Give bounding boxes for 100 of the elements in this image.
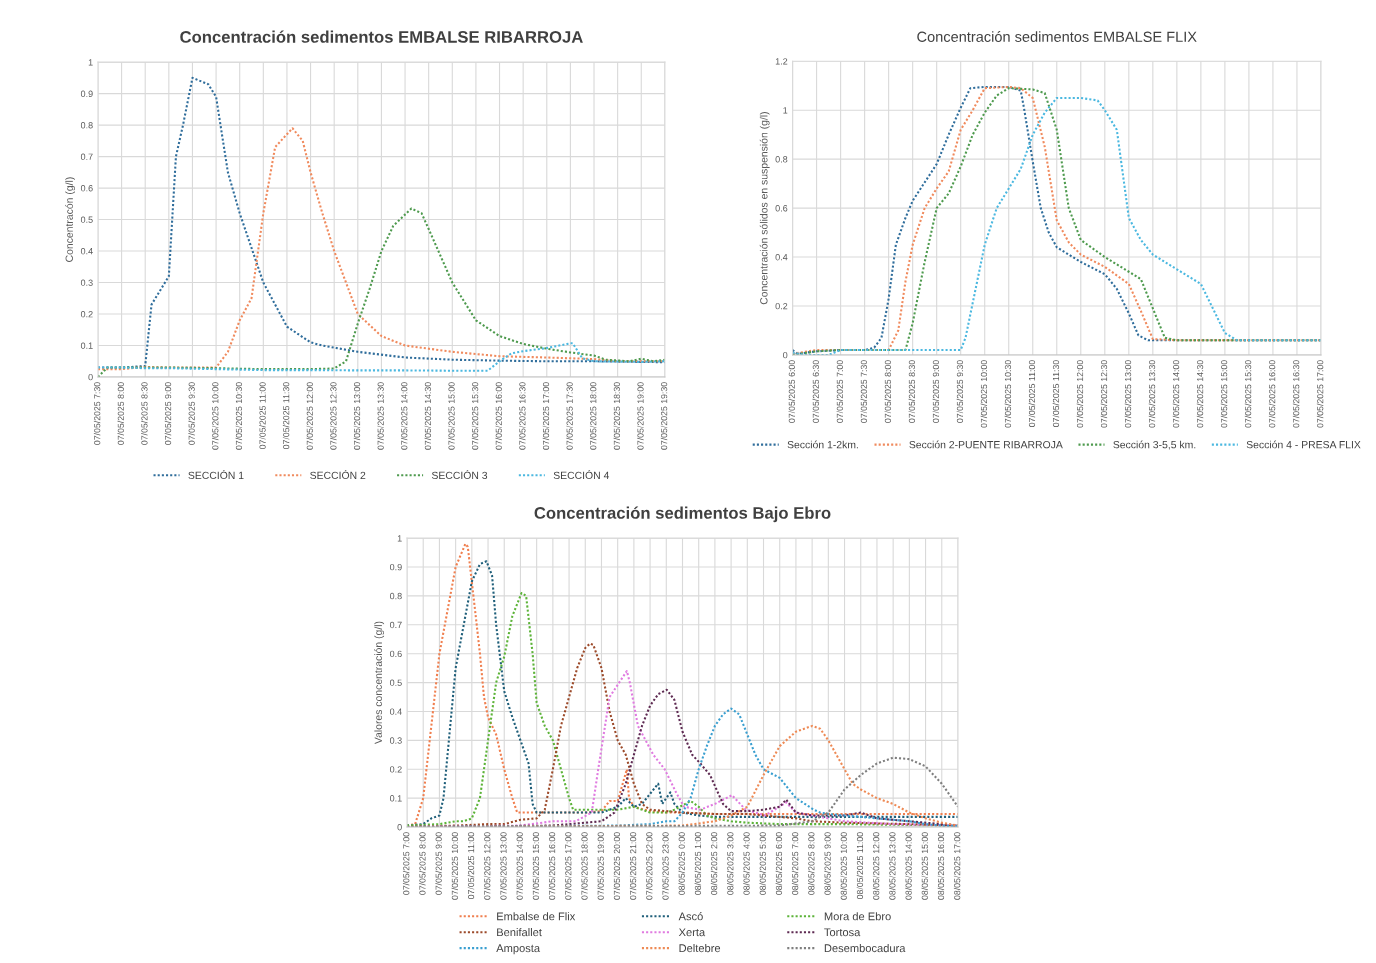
x-tick-label: 07/05/2025 9:00: [164, 382, 172, 445]
x-tick-label: 07/05/2025 18:00: [589, 382, 597, 450]
x-tick-label: 07/05/2025 12:00: [306, 382, 313, 450]
x-tick-label: 07/05/2025 12:30: [330, 382, 337, 450]
x-tick-label: 07/05/2025 22:00: [646, 832, 653, 900]
x-tick-label: 08/05/2025 12:00: [872, 832, 880, 900]
y-tick-label: 0.9: [80, 90, 93, 97]
x-tick-label: 07/05/2025 17:00: [564, 832, 572, 900]
y-tick-label: 0.1: [80, 342, 93, 349]
x-tick-label: 07/05/2025 11:30: [282, 382, 290, 449]
legend-label: Ascó: [678, 912, 703, 921]
x-tick-label: 07/05/2025 11:30: [1052, 360, 1060, 427]
x-tick-label: 07/05/2025 15:00: [1220, 360, 1228, 428]
x-tick-label: 07/05/2025 21:00: [629, 832, 637, 900]
x-tick-label: 07/05/2025 16:00: [548, 832, 556, 900]
x-tick-label: 08/05/2025 10:00: [840, 832, 847, 900]
legend-label: Benifallet: [497, 928, 542, 937]
line-series: [97, 342, 665, 372]
y-axis-title: Valores concentración (g/l): [374, 621, 385, 745]
x-tick-label: 07/05/2025 15:30: [471, 382, 479, 450]
x-tick-label: 07/05/2025 8:00: [884, 360, 891, 423]
x-tick-label: 07/05/2025 8:00: [419, 832, 426, 895]
legend-label: Desembocadura: [824, 943, 906, 953]
y-tick-label: 0: [88, 373, 93, 381]
y-tick-label: 0.8: [775, 156, 788, 163]
legend-label: Sección 1-2km.: [787, 440, 858, 449]
x-tick-label: 07/05/2025 6:00: [788, 360, 795, 423]
x-tick-label: 08/05/2025 11:00: [856, 832, 864, 900]
x-tick-label: 07/05/2025 11:00: [467, 832, 475, 900]
y-tick-label: 0.8: [389, 592, 402, 600]
x-tick-label: 08/05/2025 0:00: [678, 832, 685, 895]
x-tick-label: 08/05/2025 15:00: [921, 832, 928, 900]
y-tick-label: 0.2: [80, 311, 93, 318]
x-tick-label: 07/05/2025 16:00: [495, 382, 502, 450]
y-tick-label: 0.3: [80, 279, 93, 286]
x-tick-label: 07/05/2025 14:30: [424, 382, 432, 450]
x-tick-label: 07/05/2025 23:00: [662, 832, 669, 900]
x-tick-label: 07/05/2025 11:00: [1028, 360, 1036, 427]
y-tick-label: 0.2: [775, 302, 788, 310]
x-tick-label: 08/05/2025 1:00: [694, 832, 702, 895]
x-tick-label: 07/05/2025 9:00: [932, 360, 940, 423]
x-tick-label: 07/05/2025 12:30: [1100, 360, 1108, 428]
x-tick-label: 07/05/2025 9:30: [188, 382, 195, 445]
y-axis-title: Concentracón (g/l): [65, 177, 76, 262]
legend-label: Xerta: [678, 928, 706, 937]
x-tick-label: 07/05/2025 7:00: [402, 832, 410, 895]
x-tick-label: 08/05/2025 3:00: [727, 832, 734, 895]
line-series: [97, 127, 665, 371]
y-tick-label: 0.5: [80, 216, 93, 223]
legend-label: SECCIÓN 1: [188, 469, 244, 480]
legend-label: SECCIÓN 3: [431, 469, 488, 480]
x-tick-label: 07/05/2025 17:00: [542, 382, 550, 450]
x-tick-label: 08/05/2025 7:00: [791, 832, 799, 895]
legend-label: Sección 4 - PRESA FLIX: [1246, 440, 1361, 449]
y-tick-label: 0.4: [775, 254, 788, 261]
x-tick-label: 07/05/2025 12:00: [1076, 360, 1084, 428]
legend-label: SECCIÓN 2: [310, 469, 366, 480]
y-tick-label: 0.4: [80, 248, 93, 255]
x-tick-label: 07/05/2025 7:00: [836, 360, 843, 423]
x-tick-label: 08/05/2025 8:00: [808, 832, 815, 895]
x-tick-label: 07/05/2025 7:30: [93, 382, 101, 445]
x-tick-label: 07/05/2025 18:30: [613, 382, 620, 450]
legend-label: Embalse de Flix: [497, 912, 576, 921]
x-tick-label: 07/05/2025 13:00: [353, 382, 361, 450]
y-tick-label: 0.6: [775, 205, 788, 212]
y-tick-label: 0.3: [389, 737, 402, 744]
y-axis-title: Concentración sólidos en suspensión (g/l): [759, 112, 770, 305]
x-tick-label: 07/05/2025 8:30: [141, 382, 148, 445]
y-tick-label: 0.4: [389, 708, 402, 715]
x-tick-label: 07/05/2025 14:00: [516, 832, 523, 900]
y-tick-label: 0.1: [389, 795, 402, 802]
x-tick-label: 07/05/2025 17:00: [1316, 360, 1324, 428]
x-tick-label: 07/05/2025 10:30: [235, 382, 243, 450]
x-tick-label: 07/05/2025 13:30: [377, 382, 384, 450]
x-tick-label: 07/05/2025 9:30: [956, 360, 964, 423]
x-tick-label: 07/05/2025 15:00: [532, 832, 540, 900]
legend-label: Deltebre: [679, 943, 721, 953]
x-tick-label: 07/05/2025 6:30: [812, 360, 819, 423]
x-tick-label: 08/05/2025 4:00: [743, 832, 750, 895]
x-tick-label: 07/05/2025 10:00: [451, 832, 458, 900]
x-tick-label: 07/05/2025 15:30: [1244, 360, 1252, 428]
y-tick-label: 0.8: [80, 122, 93, 129]
y-tick-label: 1: [397, 535, 402, 542]
x-tick-label: 08/05/2025 2:00: [710, 832, 718, 895]
y-tick-label: 0.6: [80, 185, 93, 192]
y-tick-label: 1: [783, 107, 788, 114]
x-tick-label: 07/05/2025 13:30: [1148, 360, 1156, 428]
legend-label: Mora de Ebro: [824, 912, 891, 921]
x-tick-label: 07/05/2025 14:00: [400, 382, 408, 450]
x-tick-label: 07/05/2025 19:00: [637, 382, 644, 450]
x-tick-label: 07/05/2025 8:30: [908, 360, 916, 423]
x-tick-label: 07/05/2025 16:00: [1268, 360, 1276, 428]
x-tick-label: 07/05/2025 14:30: [1196, 360, 1204, 428]
x-tick-label: 07/05/2025 19:00: [597, 832, 604, 900]
y-tick-label: 1: [88, 59, 93, 66]
y-tick-label: 0.9: [389, 563, 402, 571]
x-tick-label: 07/05/2025 12:00: [483, 832, 491, 900]
legend-label: Tortosa: [824, 928, 861, 937]
chart-title: Concentración sedimentos Bajo Ebro: [534, 506, 831, 523]
legend-label: Sección 2-PUENTE RIBARROJA: [909, 440, 1063, 449]
